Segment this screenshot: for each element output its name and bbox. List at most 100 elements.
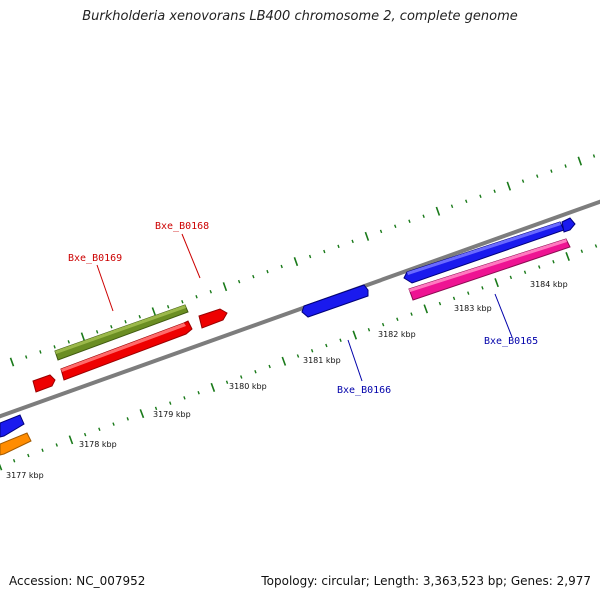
outer-track-minor-tick <box>67 340 70 344</box>
inner-track-minor-tick <box>325 343 328 348</box>
kbp-label-3181: 3181 kbp <box>303 356 341 365</box>
kbp-label-3182: 3182 kbp <box>378 330 416 339</box>
gene-feature-blue-4[interactable] <box>0 414 25 438</box>
outer-track-minor-tick <box>53 345 56 349</box>
outer-track-major-tick <box>151 307 157 317</box>
leader-line-b0166 <box>347 339 363 382</box>
gene-label-b0169[interactable]: Bxe_B0169 <box>68 253 122 264</box>
inner-track-minor-tick <box>154 406 158 411</box>
outer-track-minor-tick <box>465 199 468 203</box>
outer-track-minor-tick <box>394 224 397 229</box>
inner-track-minor-tick <box>481 286 484 290</box>
outer-track-major-tick <box>577 156 583 166</box>
inner-track-minor-tick <box>183 396 186 400</box>
accession-text: Accession: NC_007952 <box>9 574 146 588</box>
inner-track-minor-tick <box>467 291 470 295</box>
inner-track-major-tick <box>139 409 145 419</box>
inner-track-minor-tick <box>41 448 44 453</box>
gene-feature-olive[interactable] <box>54 304 189 361</box>
gene-feature-red-1[interactable] <box>60 320 193 381</box>
kbp-label-3177: 3177 kbp <box>6 471 44 480</box>
outer-track-minor-tick <box>110 325 113 329</box>
kbp-label-3183: 3183 kbp <box>454 304 492 313</box>
inner-track-minor-tick <box>112 422 115 426</box>
outer-track-minor-tick <box>592 154 596 158</box>
leader-line-b0168 <box>181 233 201 279</box>
inner-track-minor-tick <box>98 427 101 432</box>
inner-track-minor-tick <box>27 453 30 458</box>
inner-track-minor-tick <box>594 244 598 248</box>
outer-track-minor-tick <box>166 304 170 309</box>
outer-track-minor-tick <box>536 174 539 178</box>
inner-track-minor-tick <box>438 301 442 306</box>
gene-feature-magenta[interactable] <box>408 238 571 301</box>
gene-feature-red-3[interactable] <box>32 374 56 393</box>
gene-feature-orange[interactable] <box>0 432 32 456</box>
inner-track-minor-tick <box>55 443 58 447</box>
outer-track-minor-tick <box>351 239 354 244</box>
inner-track-minor-tick <box>452 296 456 301</box>
inner-track-minor-tick <box>509 275 513 280</box>
outer-track-minor-tick <box>39 350 42 354</box>
inner-track-major-tick <box>565 252 570 261</box>
outer-track-minor-tick <box>521 179 525 183</box>
inner-track-minor-tick <box>367 328 371 332</box>
outer-track-minor-tick <box>95 330 99 334</box>
kbp-label-3179: 3179 kbp <box>153 410 191 419</box>
outer-track-major-tick <box>506 181 512 191</box>
inner-track-minor-tick <box>254 369 257 374</box>
inner-tick-track <box>0 244 598 471</box>
leader-line-b0169 <box>96 264 114 312</box>
gene-feature-blue-2[interactable] <box>403 221 565 284</box>
outer-track-minor-tick <box>252 274 255 279</box>
gene-feature-blue-1[interactable] <box>301 284 369 318</box>
gene-label-b0166[interactable]: Bxe_B0166 <box>337 385 391 396</box>
inner-track-major-tick <box>68 435 74 445</box>
gene-label-b0168[interactable]: Bxe_B0168 <box>155 221 209 232</box>
outer-track-major-tick <box>364 231 370 241</box>
outer-track-minor-tick <box>266 269 269 274</box>
outer-track-minor-tick <box>138 315 141 319</box>
outer-track-minor-tick <box>308 254 312 259</box>
outer-track-minor-tick <box>195 294 198 299</box>
inner-track-minor-tick <box>396 317 399 322</box>
inner-track-minor-tick <box>538 265 541 269</box>
outer-track-major-tick <box>222 282 228 292</box>
inner-track-major-tick <box>423 304 429 314</box>
inner-track-minor-tick <box>225 380 229 384</box>
outer-track-major-tick <box>435 206 441 216</box>
inner-track-major-tick <box>281 356 287 366</box>
outer-track-major-tick <box>80 332 86 342</box>
outer-track-minor-tick <box>323 249 326 254</box>
gene-feature-blue-3[interactable] <box>561 217 576 233</box>
gene-feature-red-2[interactable] <box>198 308 228 329</box>
inner-track-major-tick <box>352 330 358 340</box>
kbp-label-3178: 3178 kbp <box>79 440 117 449</box>
outer-track-minor-tick <box>337 244 340 249</box>
outer-track-minor-tick <box>450 204 454 209</box>
outer-track-minor-tick <box>280 264 283 269</box>
inner-track-major-tick <box>210 382 216 392</box>
outer-tick-track <box>9 154 596 367</box>
outer-track-minor-tick <box>422 214 425 219</box>
outer-track-minor-tick <box>479 194 482 198</box>
inner-track-major-tick <box>0 463 3 471</box>
outer-track-minor-tick <box>493 189 496 193</box>
inner-track-minor-tick <box>268 364 271 369</box>
inner-track-minor-tick <box>410 312 413 316</box>
outer-track-major-tick <box>293 257 299 267</box>
outer-track-minor-tick <box>237 279 241 284</box>
outer-track-minor-tick <box>209 289 212 294</box>
inner-track-minor-tick <box>552 259 555 264</box>
inner-track-minor-tick <box>197 390 200 395</box>
kbp-label-3184: 3184 kbp <box>530 280 568 289</box>
outer-track-minor-tick <box>25 355 28 359</box>
gene-label-b0165[interactable]: Bxe_B0165 <box>484 336 538 347</box>
leader-line-b0165 <box>494 293 513 338</box>
inner-track-minor-tick <box>339 338 342 343</box>
inner-track-minor-tick <box>523 270 527 274</box>
inner-track-minor-tick <box>296 354 300 358</box>
inner-track-major-tick <box>494 278 499 288</box>
inner-track-minor-tick <box>126 417 129 421</box>
outer-track-minor-tick <box>181 299 184 304</box>
